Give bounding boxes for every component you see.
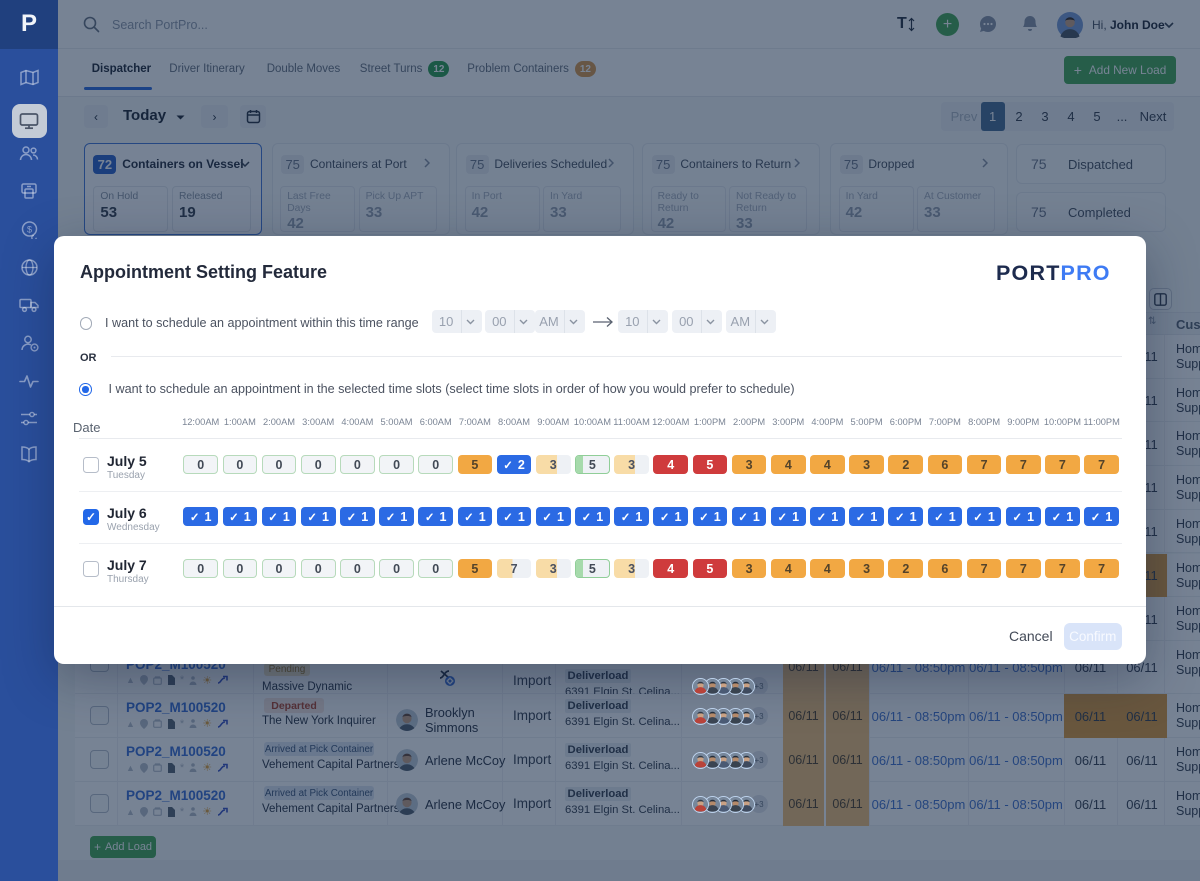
svg-text:$: $ bbox=[26, 224, 31, 234]
